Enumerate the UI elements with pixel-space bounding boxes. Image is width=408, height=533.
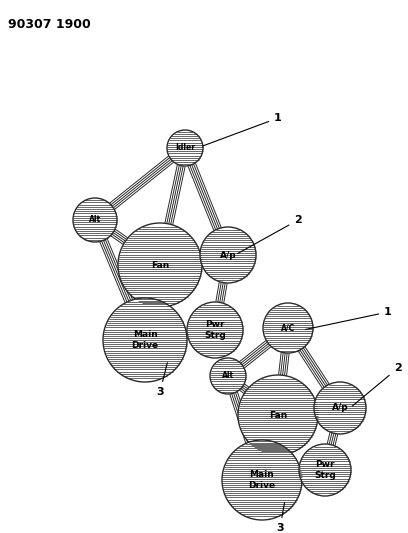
Text: A/p: A/p — [332, 403, 348, 413]
Text: Pwr
Strg: Pwr Strg — [204, 320, 226, 340]
Text: Main
Drive: Main Drive — [248, 470, 275, 490]
Text: Idler: Idler — [175, 143, 195, 152]
Text: 1: 1 — [203, 113, 282, 146]
Text: 90307 1900: 90307 1900 — [8, 18, 91, 31]
Circle shape — [299, 444, 351, 496]
Text: Fan: Fan — [151, 261, 169, 270]
Circle shape — [73, 198, 117, 242]
Text: 3: 3 — [156, 362, 167, 397]
Text: Main
Drive: Main Drive — [131, 330, 159, 350]
Circle shape — [103, 298, 187, 382]
Circle shape — [118, 223, 202, 307]
Circle shape — [200, 227, 256, 283]
Circle shape — [210, 358, 246, 394]
Text: A/p: A/p — [220, 251, 236, 260]
Text: Alt: Alt — [222, 372, 234, 381]
Circle shape — [314, 382, 366, 434]
Text: Pwr
Strg: Pwr Strg — [314, 461, 336, 480]
Text: 2: 2 — [352, 363, 402, 406]
Text: 3: 3 — [276, 503, 284, 533]
Circle shape — [263, 303, 313, 353]
Circle shape — [222, 440, 302, 520]
Text: A/C: A/C — [281, 324, 295, 333]
Text: Fan: Fan — [269, 410, 287, 419]
Text: 1: 1 — [306, 307, 392, 329]
Circle shape — [238, 375, 318, 455]
Circle shape — [167, 130, 203, 166]
Circle shape — [187, 302, 243, 358]
Text: 2: 2 — [237, 215, 302, 254]
Text: Alt: Alt — [89, 215, 101, 224]
